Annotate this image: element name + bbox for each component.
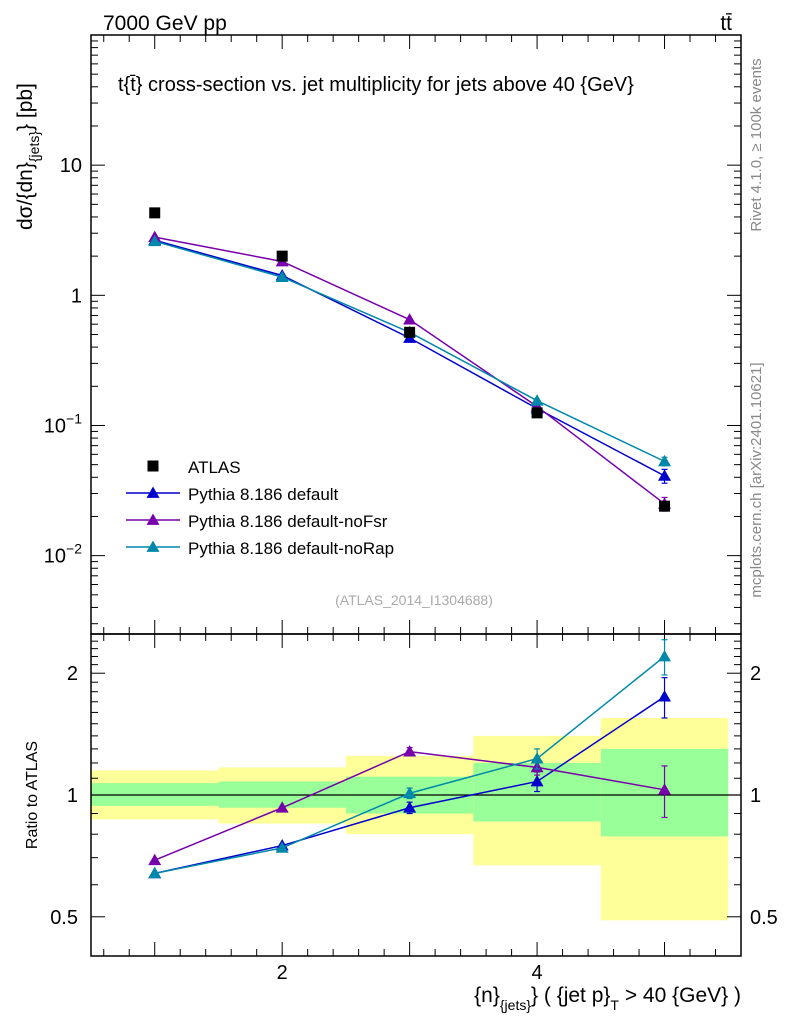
legend-label: Pythia 8.186 default-noFsr [188,512,388,531]
atlas-point [531,407,543,419]
legend-marker [146,540,160,552]
ratio-y-tick-label-right: 2 [750,663,761,685]
ratio-y-tick-label-right: 0.5 [750,907,778,929]
ratio-point-1 [275,801,289,813]
ratio-point-0 [403,801,417,813]
atlas-point [659,500,671,512]
ratio-y-tick-label-left: 2 [67,663,78,685]
data-point-3 [658,454,672,467]
y-axis-label-tail: } [pb] [14,83,37,131]
ratio-point-2 [148,866,162,879]
legend: ATLAS Pythia 8.186 default Pythia 8.186 de… [126,458,394,558]
x-axis-label-sub: {jets} [500,997,531,1013]
ratio-point-0 [658,690,672,702]
data-point-3 [530,394,544,406]
legend-marker [146,513,160,525]
data-point-3 [275,270,289,282]
ratio-point-2 [530,752,544,764]
mcplots-label: mcplots.cern.ch [arXiv:2401.10621] [748,362,765,597]
chart-title: t{t̄} cross-section vs. jet multiplicity… [118,74,634,96]
y-axis-label-main: dσ/{dn} [14,162,37,230]
y-tick-label: 10−2 [44,541,82,568]
ratio-y-tick-label-right: 1 [750,785,761,807]
ratio-y-axis-label: Ratio to ATLAS [24,741,41,849]
atlas-point [276,250,288,262]
atlas-point [149,207,161,219]
ratio-point-2 [403,786,417,799]
legend-label: Pythia 8.186 default-noRap [188,539,394,558]
data-point-2 [403,313,417,325]
series-line-3 [154,240,665,463]
ratio-point-2 [658,649,672,662]
ratio-y-tick-label-left: 1 [67,785,78,807]
main-series [148,207,672,512]
data-point-3 [148,234,162,247]
ratio-bands [91,717,729,921]
series-line-1 [154,239,665,477]
legend-label: ATLAS [188,458,241,477]
x-axis-label-sub2: T [610,997,619,1013]
analysis-watermark: (ATLAS_2014_I1304688) [335,592,493,608]
y-axis-label: dσ/{dn}{jets}} [pb] [14,83,42,230]
atlas-point [404,326,416,338]
ratio-point-1 [403,745,417,757]
ratio-frame [90,633,742,957]
y-tick-label: 1 [71,285,82,307]
header-right: tt̄ [720,12,732,35]
y-axis-label-sub: {jets} [26,131,42,162]
ratio-point-2 [275,841,289,853]
ratio-y-tick-label-left: 0.5 [50,907,78,929]
header-left: 7000 GeV pp [103,12,227,35]
data-point-1 [658,469,672,481]
legend-marker [146,486,160,498]
svg-text:dσ/{dn}{jets}} [pb]: dσ/{dn}{jets}} [pb] [14,83,42,230]
x-axis-label-main: {n} [474,984,500,1007]
x-axis-label-mid: } ( {jet p} [531,984,610,1007]
y-tick-label: 10 [60,155,82,177]
x-axis-label-tail: > 40 {GeV} ) [619,984,741,1007]
ratio-point-1 [148,853,162,866]
x-tick-label: 4 [532,962,543,984]
ratio-point-0 [530,774,544,787]
x-axis-label: {n}{jets}} ( {jet p}T > 40 {GeV} ) [474,984,741,1013]
legend-marker-atlas [147,460,159,472]
legend-label: Pythia 8.186 default [188,485,339,504]
ratio-series [148,639,672,879]
y-tick-label: 10−1 [44,410,82,437]
ratio-point-1 [658,783,672,795]
x-tick-label: 2 [277,962,288,984]
rivet-label: Rivet 4.1.0, ≥ 100k events [748,58,765,231]
